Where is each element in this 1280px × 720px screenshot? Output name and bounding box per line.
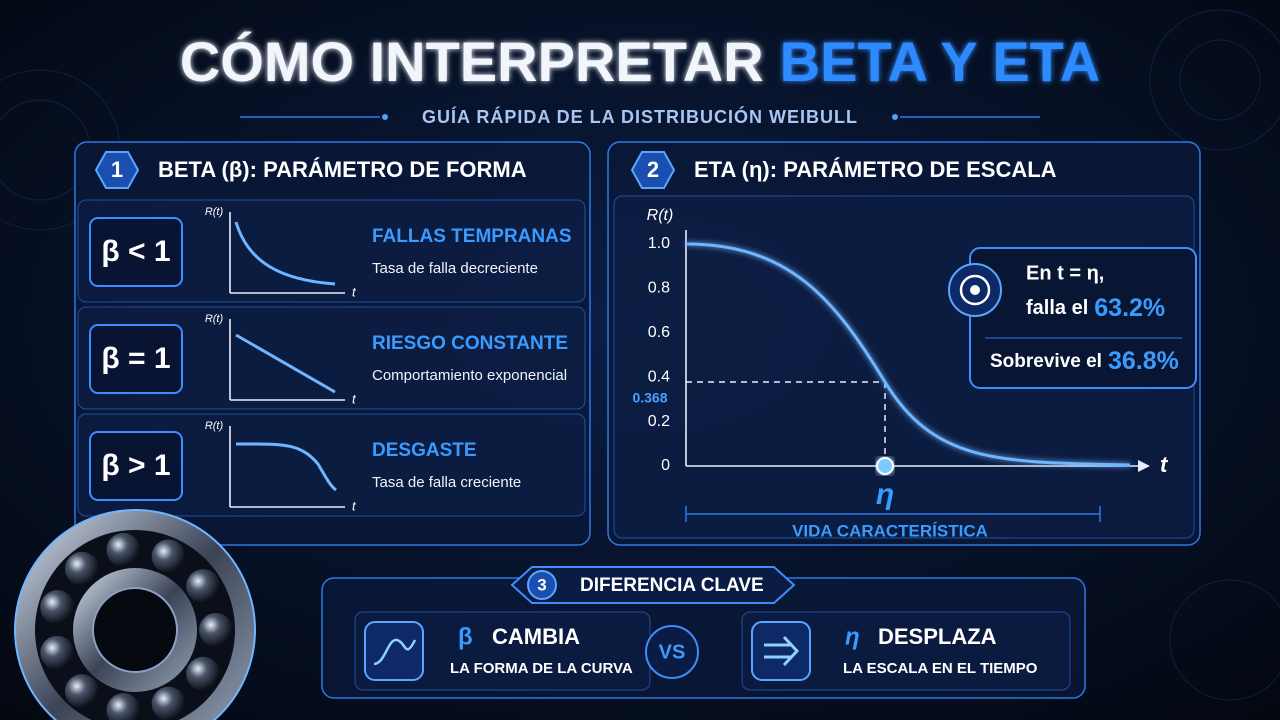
mini-x-label: t	[352, 284, 357, 299]
y-tick-label: 0	[661, 457, 670, 474]
symbol-box	[89, 217, 183, 287]
y-tick-label: 1.0	[648, 235, 670, 252]
case-description: Tasa de falla creciente	[372, 474, 521, 491]
callout-text: Sobrevive el	[990, 351, 1102, 372]
right-verb: DESPLAZA	[878, 624, 997, 649]
title-highlight: BETA Y ETA	[780, 30, 1101, 93]
right-symbol: η	[845, 623, 860, 650]
symbol-box	[89, 324, 183, 394]
callout-line1: En t = η,	[1026, 262, 1104, 284]
bearing-bore	[92, 587, 178, 673]
mini-x-label: t	[352, 498, 357, 513]
left-symbol: β	[458, 623, 473, 650]
callout-line3: Sobrevive el 36.8%	[990, 347, 1179, 375]
marker-value: 0.368	[632, 390, 667, 406]
bearing-ball	[106, 693, 141, 720]
badge	[630, 151, 676, 189]
mini-y-label: R(t)	[205, 420, 224, 432]
right-card	[741, 611, 1071, 691]
case-description: Tasa de falla decreciente	[372, 260, 538, 277]
panel-title: BETA (β): PARÁMETRO DE FORMA	[158, 157, 527, 182]
title: CÓMO INTERPRETAR BETA Y ETA	[180, 30, 1100, 93]
eta-symbol: η	[876, 478, 894, 511]
y-tick-label: 0.6	[648, 324, 670, 341]
mini-y-label: R(t)	[205, 206, 224, 218]
bearing-ball	[64, 674, 99, 709]
panel-title: ETA (η): PARÁMETRO DE ESCALA	[694, 157, 1057, 182]
bearing-ball	[186, 569, 221, 604]
bearing-ball	[40, 635, 75, 670]
dot	[382, 114, 388, 120]
callout	[969, 247, 1197, 389]
mini-y-label: R(t)	[205, 313, 224, 325]
callout-line2: falla el 63.2%	[1026, 294, 1165, 322]
y-tick-label: 0.4	[648, 368, 670, 385]
eta-point	[876, 457, 894, 475]
case-heading: RIESGO CONSTANTE	[372, 333, 568, 354]
case-card	[77, 306, 586, 410]
case-card	[77, 199, 586, 303]
y-tick-label: 0.8	[648, 280, 670, 297]
callout-value: 63.2%	[1094, 294, 1165, 322]
target-ring	[959, 274, 991, 306]
left-verb: CAMBIA	[492, 624, 580, 649]
case-heading: DESGASTE	[372, 440, 477, 461]
axis-y-label: R(t)	[647, 207, 674, 224]
callout-value: 36.8%	[1108, 347, 1179, 375]
beta-cases: β < 1 R(t) t FALLAS TEMPRANAS Tasa de falla …	[77, 199, 586, 517]
case-symbol: β = 1	[101, 342, 170, 375]
icon-arrow	[764, 635, 800, 667]
badge-number: 2	[647, 157, 659, 182]
case-symbol: β > 1	[101, 449, 170, 482]
bearing-ball	[199, 613, 233, 647]
case-symbol: β < 1	[101, 235, 170, 268]
mini-curve	[235, 333, 336, 394]
badge-number: 3	[537, 575, 546, 594]
badge	[94, 151, 140, 189]
panel-title: DIFERENCIA CLAVE	[580, 575, 764, 596]
bearing-ball	[151, 686, 186, 720]
left-description: LA FORMA DE LA CURVA	[450, 660, 633, 677]
icon-curve	[373, 638, 417, 666]
target-center	[970, 285, 980, 295]
badge	[527, 570, 557, 600]
badge-number: 1	[111, 157, 123, 182]
dot	[892, 114, 898, 120]
y-ticks: 1.0 0.8 0.6 0.4 0.2 0	[648, 235, 670, 474]
symbol-box	[89, 431, 183, 501]
arrow-head	[1138, 460, 1150, 472]
bearing-illustration	[14, 509, 256, 720]
vs-badge	[645, 625, 699, 679]
tab	[510, 566, 796, 604]
subtitle: GUÍA RÁPIDA DE LA DISTRIBUCIÓN WEIBULL	[422, 106, 858, 127]
axis-x-label: t	[1160, 452, 1169, 477]
mini-x-label: t	[352, 391, 357, 406]
callout-text: falla el	[1026, 297, 1088, 319]
case-heading: FALLAS TEMPRANAS	[372, 226, 572, 247]
title-main: CÓMO INTERPRETAR	[180, 30, 764, 93]
bearing-ball	[151, 539, 186, 574]
y-tick-label: 0.2	[648, 413, 670, 430]
mini-curve	[234, 221, 336, 286]
case-card	[77, 413, 586, 517]
reliability-curve	[685, 242, 1131, 467]
bearing-ball	[40, 590, 75, 625]
case-description: Comportamiento exponencial	[372, 367, 567, 384]
mini-curve	[235, 442, 337, 492]
vs: VS	[659, 641, 686, 663]
bearing-ball	[106, 532, 141, 567]
right-description: LA ESCALA EN EL TIEMPO	[843, 660, 1038, 677]
bearing-ball	[186, 656, 221, 691]
shape-icon	[364, 621, 424, 681]
shift-icon	[751, 621, 811, 681]
bearing-ball	[64, 551, 99, 586]
span-label: VIDA CARACTERÍSTICA	[792, 521, 988, 540]
